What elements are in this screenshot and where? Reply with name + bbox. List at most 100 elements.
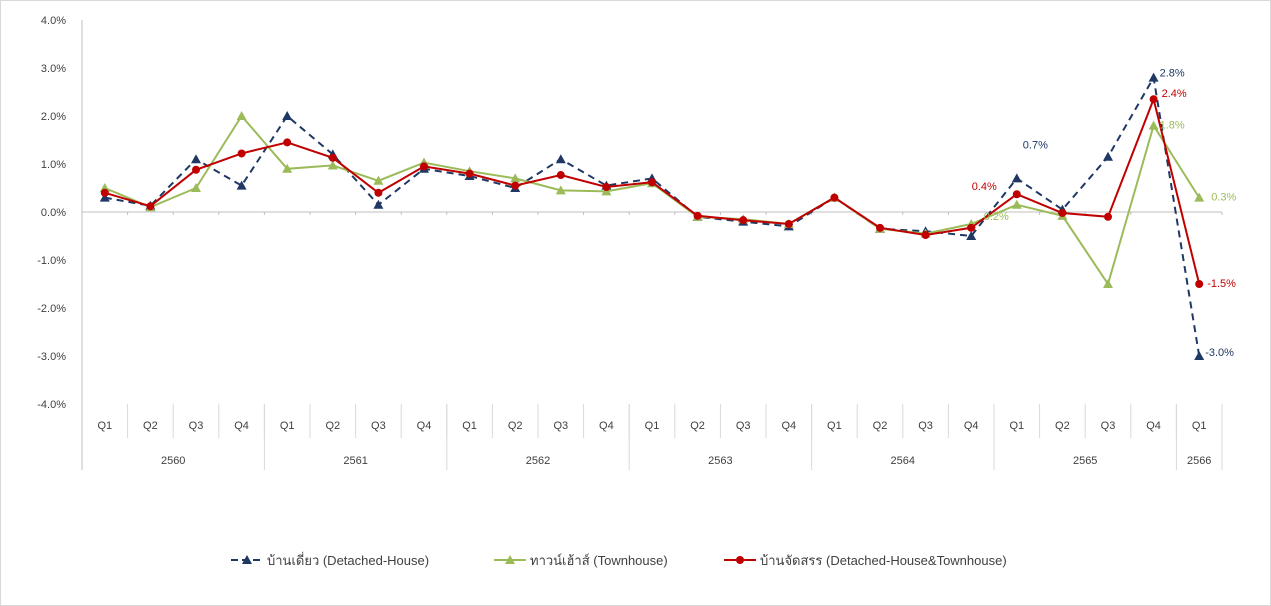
data-point xyxy=(374,188,383,197)
x-tick-label: Q1 xyxy=(1192,420,1207,432)
data-point xyxy=(282,163,293,173)
data-point xyxy=(967,223,976,232)
data-point xyxy=(1012,190,1021,199)
data-point xyxy=(282,111,293,120)
data-label: -1.5% xyxy=(1207,278,1236,290)
year-label: 2562 xyxy=(526,455,550,467)
y-tick-label: 3.0% xyxy=(41,63,66,75)
y-tick-label: -2.0% xyxy=(37,303,66,315)
data-label: 0.4% xyxy=(972,181,997,193)
x-tick-label: Q3 xyxy=(736,420,751,432)
data-point xyxy=(237,149,246,158)
data-label: 0.3% xyxy=(1211,192,1236,204)
data-point xyxy=(1011,199,1022,209)
legend-marker xyxy=(242,555,252,564)
x-tick-label: Q3 xyxy=(553,420,568,432)
data-label: 0.7% xyxy=(1023,139,1048,151)
x-tick-label: Q1 xyxy=(97,420,112,432)
data-point xyxy=(1058,208,1067,217)
data-point xyxy=(99,192,110,202)
data-label: 2.4% xyxy=(1162,88,1187,100)
data-point xyxy=(420,162,428,171)
data-point xyxy=(236,111,247,120)
data-point xyxy=(1195,280,1204,288)
data-point xyxy=(648,178,656,187)
series-group xyxy=(99,72,1205,360)
year-label: 2560 xyxy=(161,455,185,467)
legend-marker xyxy=(505,555,515,564)
data-point xyxy=(1194,351,1205,360)
x-tick-label: Q3 xyxy=(189,420,204,432)
legend-label: ทาวน์เฮ้าส์ (Townhouse) xyxy=(530,553,668,568)
data-point xyxy=(1104,212,1112,221)
y-axis: 4.0% 3.0% 2.0% 1.0% 0.0% -1.0% -2.0% -3.0% -4.0% xyxy=(37,15,1222,470)
data-label: 0.2% xyxy=(984,211,1009,223)
x-tick-label: Q2 xyxy=(873,420,888,432)
x-tick-label: Q4 xyxy=(599,420,614,432)
legend-marker xyxy=(736,556,744,564)
data-labels: 0.7% 2.8% -3.0% 0.2% 1.8% 0.3% 0.4% 2.4% -1.5% xyxy=(972,68,1237,359)
year-label: 2563 xyxy=(708,455,732,467)
y-tick-label: -3.0% xyxy=(37,351,66,363)
y-tick-label: -1.0% xyxy=(37,255,66,267)
data-point xyxy=(555,185,566,195)
data-label: -3.0% xyxy=(1205,347,1234,359)
x-axis: Q1 Q2 Q3 Q4 Q1 Q2 Q3 Q4 Q1 Q2 Q3 Q4 Q1 Q2 Q3 Q4 Q1 Q2 Q3 Q4… xyxy=(97,212,1223,470)
data-point xyxy=(1148,120,1159,130)
data-label: 1.8% xyxy=(1160,120,1185,132)
x-tick-label: Q3 xyxy=(371,420,386,432)
data-point xyxy=(1148,72,1159,82)
data-point xyxy=(555,154,566,164)
data-point xyxy=(373,199,384,209)
x-tick-label: Q4 xyxy=(234,420,249,432)
y-tick-label: 0.0% xyxy=(41,207,66,219)
x-tick-label: Q1 xyxy=(280,420,295,432)
data-point xyxy=(921,231,930,240)
data-point xyxy=(1103,279,1113,288)
x-tick-label: Q1 xyxy=(1009,420,1024,432)
y-tick-label: 1.0% xyxy=(41,159,66,171)
data-point xyxy=(1011,173,1022,183)
x-tick-label: Q3 xyxy=(1101,420,1116,432)
data-point xyxy=(830,193,839,202)
data-point xyxy=(191,183,201,192)
y-tick-label: -4.0% xyxy=(37,399,66,411)
x-tick-label: Q2 xyxy=(143,420,158,432)
data-point xyxy=(739,216,748,225)
data-label: 2.8% xyxy=(1160,68,1185,80)
data-point xyxy=(100,188,109,197)
data-point xyxy=(146,202,155,211)
data-point xyxy=(373,175,384,185)
data-point xyxy=(556,171,565,180)
year-label: 2565 xyxy=(1073,455,1097,467)
data-point xyxy=(784,220,793,228)
data-point xyxy=(1194,192,1205,202)
x-tick-label: Q1 xyxy=(645,420,660,432)
data-point xyxy=(693,211,702,220)
legend-label: บ้านเดี่ยว (Detached-House) xyxy=(267,552,429,568)
legend-label: บ้านจัดสรร (Detached-House&Townhouse) xyxy=(760,553,1007,568)
legend: บ้านเดี่ยว (Detached-House) ทาวน์เฮ้าส์ (… xyxy=(231,552,1007,568)
x-tick-label: Q4 xyxy=(417,420,432,432)
x-tick-label: Q1 xyxy=(462,420,477,432)
year-label: 2564 xyxy=(891,455,915,467)
x-tick-label: Q1 xyxy=(827,420,842,432)
data-point xyxy=(602,183,611,192)
data-point xyxy=(511,181,520,190)
x-tick-label: Q4 xyxy=(781,420,796,432)
data-point xyxy=(966,231,977,240)
year-label: 2561 xyxy=(343,455,367,467)
x-tick-label: Q2 xyxy=(325,420,340,432)
data-point xyxy=(1103,151,1113,161)
data-point xyxy=(192,165,200,174)
data-point xyxy=(510,173,521,183)
y-tick-label: 4.0% xyxy=(41,15,66,27)
data-point xyxy=(1149,95,1158,104)
x-tick-label: Q3 xyxy=(918,420,933,432)
data-point xyxy=(465,169,474,178)
data-point xyxy=(876,223,884,232)
x-tick-label: Q4 xyxy=(1146,420,1161,432)
